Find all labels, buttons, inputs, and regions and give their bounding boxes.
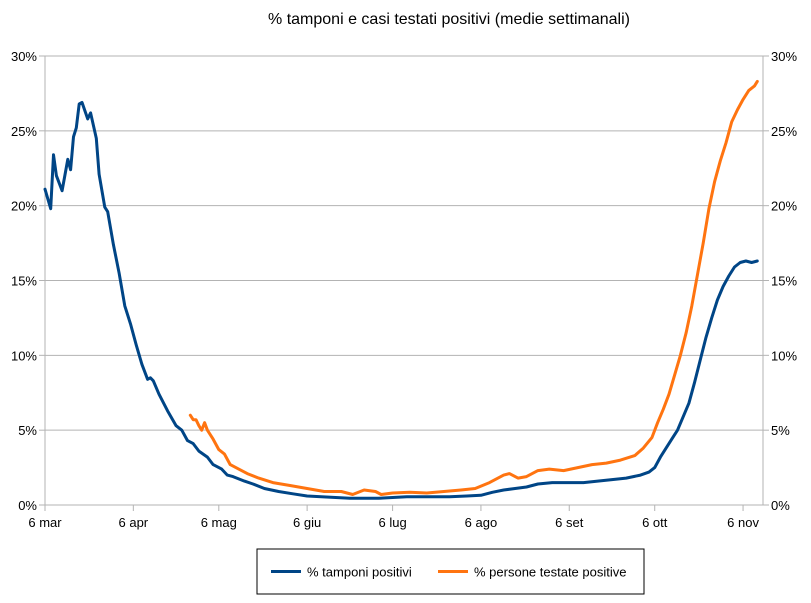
series-line-1 (43, 100, 759, 500)
y-tick-label-right: 5% (771, 423, 790, 438)
y-tick-label: 30% (11, 49, 37, 64)
y-tick-label: 20% (11, 199, 37, 214)
x-tick-label: 6 nov (727, 515, 759, 530)
y-tick-label-right: 25% (771, 124, 797, 139)
x-tick-label: 6 ott (642, 515, 668, 530)
y-tick-label-right: 0% (771, 498, 790, 513)
legend-label-2: % persone testate positive (474, 565, 626, 580)
y-tick-label-right: 20% (771, 199, 797, 214)
x-tick-label: 6 mar (28, 515, 62, 530)
chart-title: % tamponi e casi testati positivi (medie… (268, 11, 630, 28)
left-y-axis: 0% 5% 10% 15% 20% 25% 30% (11, 49, 46, 513)
y-tick-label: 0% (18, 498, 37, 513)
x-tick-label: 6 apr (119, 515, 149, 530)
x-tick-label: 6 ago (465, 515, 498, 530)
x-tick-label: 6 mag (201, 515, 237, 530)
y-tick-label: 25% (11, 124, 37, 139)
right-y-axis: 0% 5% 10% 15% 20% 25% 30% (762, 49, 797, 513)
y-tick-label-right: 10% (771, 348, 797, 363)
gridlines (45, 55, 763, 506)
x-axis: 6 mar 6 apr 6 mag 6 giu 6 lug 6 ago 6 set 6 ott… (28, 505, 759, 530)
y-tick-label-right: 15% (771, 274, 797, 289)
x-tick-label: 6 lug (379, 515, 407, 530)
x-tick-label: 6 giu (293, 515, 321, 530)
series-line-2 (188, 79, 759, 496)
y-tick-label: 15% (11, 274, 37, 289)
y-tick-label: 10% (11, 348, 37, 363)
legend: % tamponi positivi % persone testate posi… (256, 548, 645, 595)
y-tick-label: 5% (18, 423, 37, 438)
legend-label-1: % tamponi positivi (307, 565, 412, 580)
series-lines (43, 79, 759, 500)
y-tick-label-right: 30% (771, 49, 797, 64)
x-tick-label: 6 set (555, 515, 584, 530)
